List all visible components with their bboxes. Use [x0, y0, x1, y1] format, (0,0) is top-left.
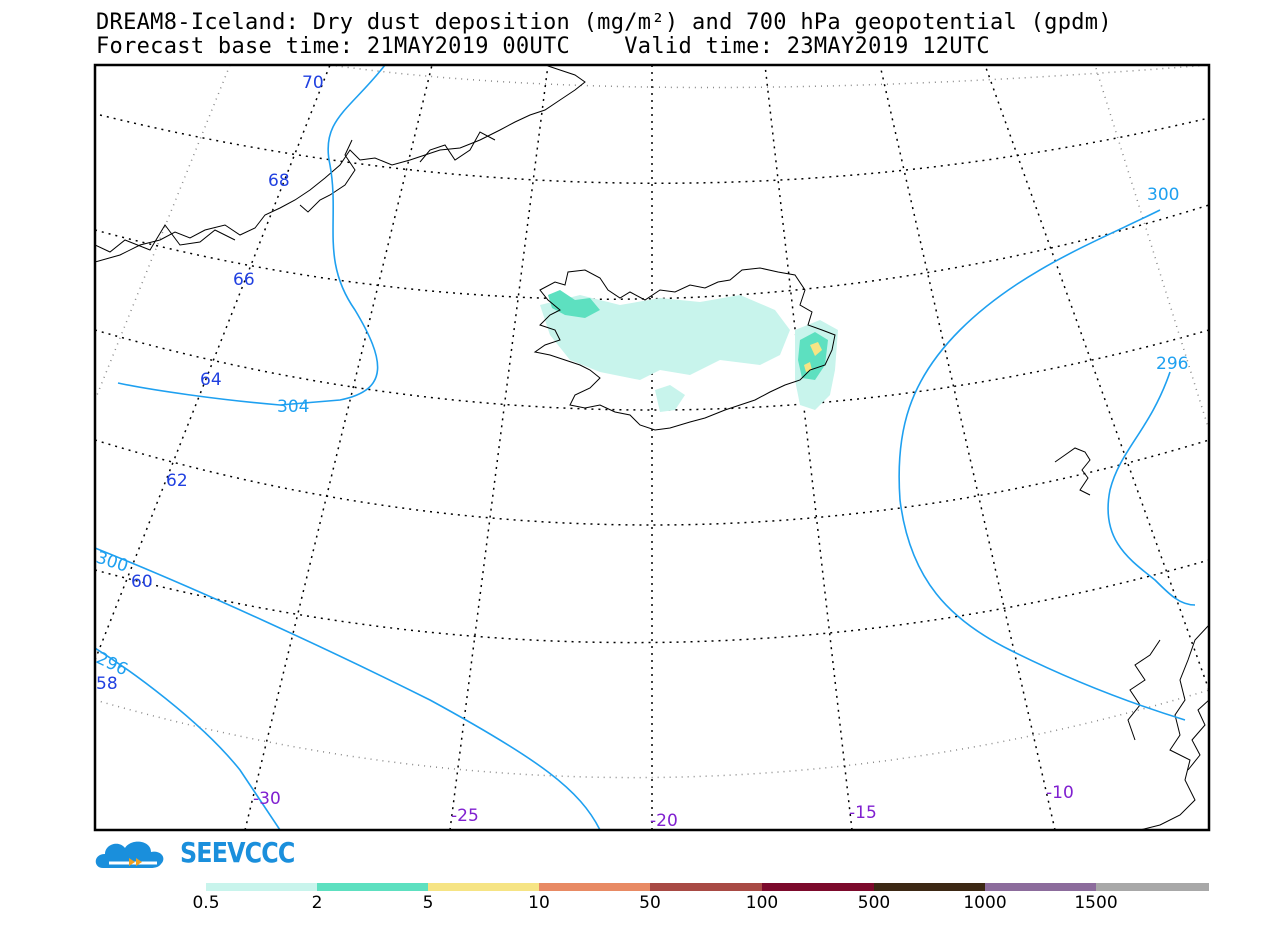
colorbar-tick-2: 5 [422, 893, 434, 913]
lat-label-60: 60 [131, 572, 153, 592]
lat-label-66: 66 [233, 270, 255, 290]
colorbar-tick-1: 2 [311, 893, 323, 913]
colorbar-tick-7: 1000 [963, 893, 1007, 913]
colorbar-tick-0: 0.5 [192, 893, 220, 913]
colorbar-tick-4: 50 [639, 893, 661, 913]
norway-coastline [1127, 624, 1209, 830]
greenland-coastline [95, 65, 586, 263]
colorbar-segment-1 [317, 883, 428, 891]
lat-label-62: 62 [166, 471, 188, 491]
lon-label-minus30: -30 [253, 789, 281, 809]
map-title: DREAM8-Iceland: Dry dust deposition (mg/… [96, 10, 1112, 35]
colorbar-tick-6: 500 [857, 893, 891, 913]
lon-label-minus25: -25 [451, 806, 479, 826]
contour-label-300-east: 300 [1147, 185, 1179, 205]
seevccc-logo-text: SEEVCCC [180, 836, 295, 869]
lat-label-68: 68 [268, 171, 290, 191]
colorbar-segment-3 [539, 883, 650, 891]
longitude-gridlines [95, 65, 1209, 830]
colorbar-tick-8: 1500 [1074, 893, 1118, 913]
lat-label-58: 58 [96, 674, 118, 694]
lon-label-minus15: -15 [849, 803, 877, 823]
colorbar-segment-2 [428, 883, 539, 891]
contour-label-300-west: 300 [93, 548, 130, 577]
lon-label-minus20: -20 [650, 811, 678, 831]
latitude-gridlines [95, 65, 1209, 779]
colorbar-segment-8 [1096, 883, 1209, 891]
colorbar-segment-5 [762, 883, 874, 891]
iceland-coastline [533, 267, 836, 431]
colorbar-segment-7 [985, 883, 1096, 891]
map-frame [93, 63, 1211, 832]
contour-label-296-east: 296 [1156, 354, 1188, 374]
colorbar-segment-4 [650, 883, 762, 891]
colorbar-segment-0 [206, 883, 317, 891]
contour-label-304: 304 [277, 397, 309, 417]
lat-label-70: 70 [302, 73, 324, 93]
dust-deposition-shading [540, 290, 838, 412]
lon-label-minus10: -10 [1046, 783, 1074, 803]
colorbar-tick-5: 100 [745, 893, 779, 913]
seevccc-cloud-logo-icon [95, 841, 164, 868]
geopotential-contours [95, 65, 1196, 830]
colorbar-segment-6 [874, 883, 985, 891]
lat-label-64: 64 [200, 370, 222, 390]
colorbar-tick-3: 10 [528, 893, 550, 913]
map-subtitle: Forecast base time: 21MAY2019 00UTC Vali… [96, 34, 990, 59]
faroe-islands [1054, 447, 1091, 496]
